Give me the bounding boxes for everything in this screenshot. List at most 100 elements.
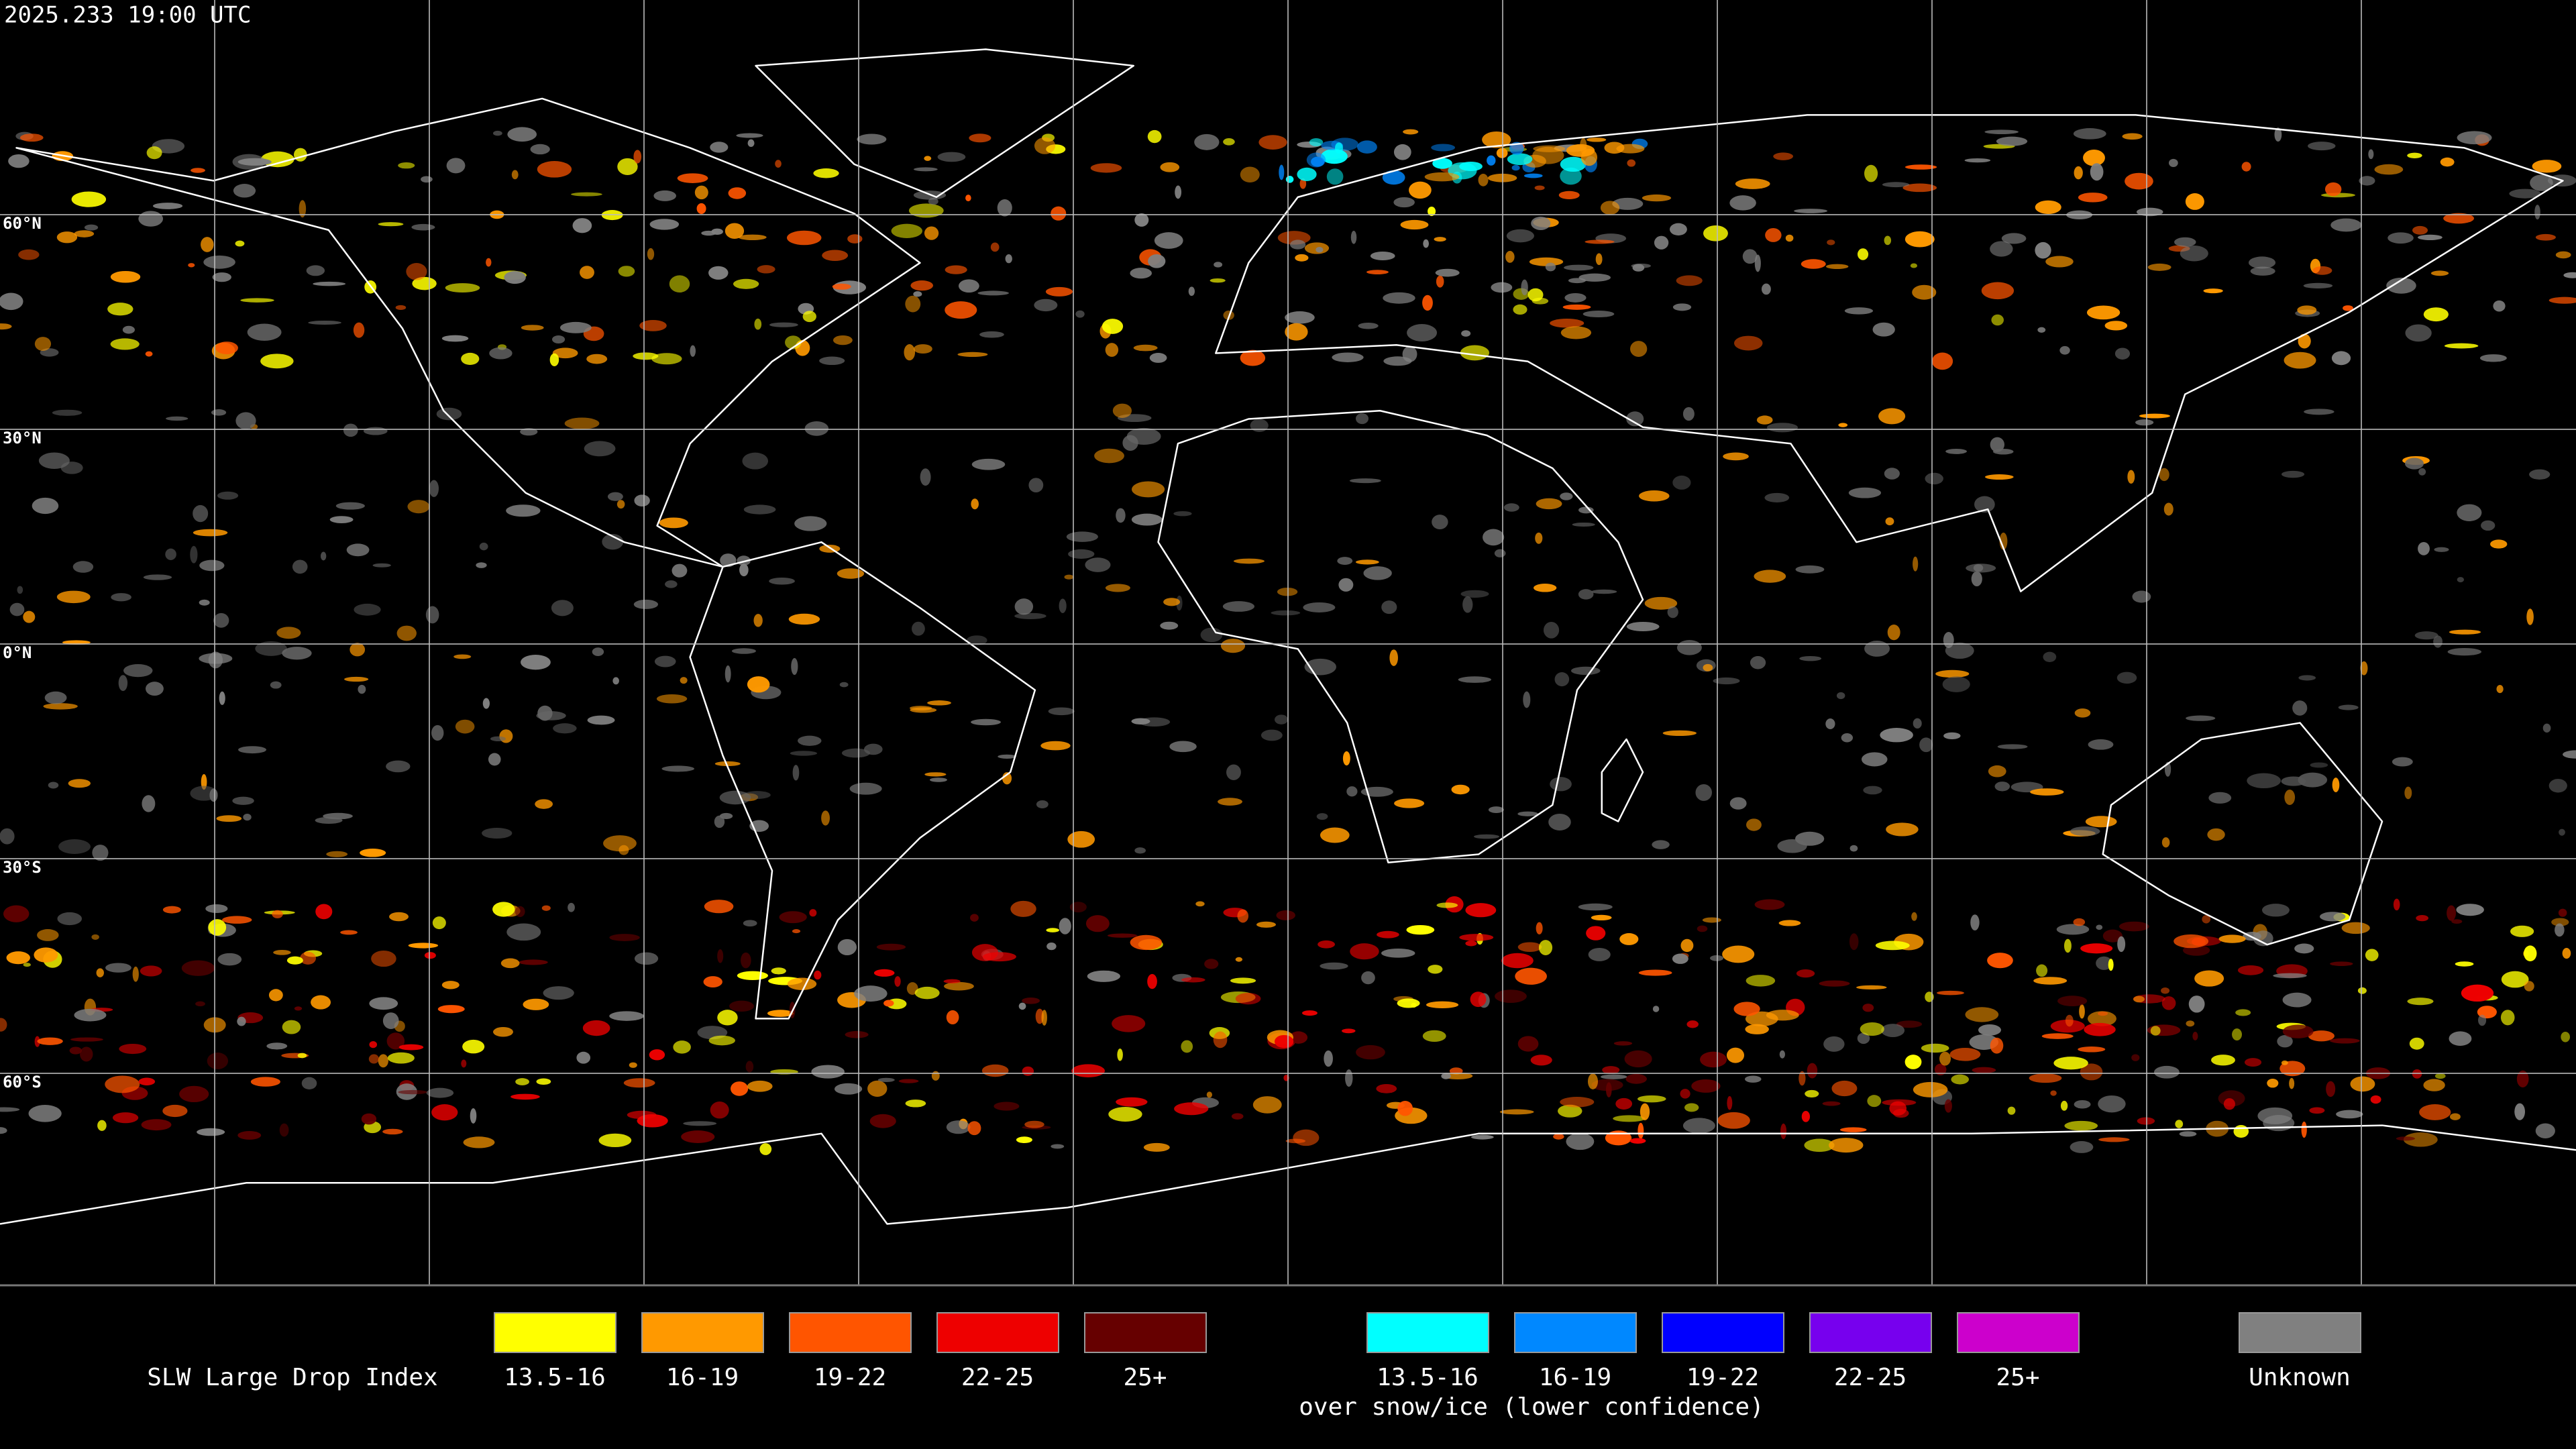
cloud-patch (2326, 1081, 2336, 1097)
cloud-patch (1169, 741, 1197, 753)
cloud-patch (1860, 1022, 1884, 1036)
cloud-patch (1309, 138, 1324, 147)
timestamp: 2025.233 19:00 UTC (4, 2, 251, 29)
cloud-patch (946, 1010, 959, 1025)
cloud-patch (237, 1130, 262, 1140)
cloud-patch (369, 997, 398, 1010)
cloud-patch (731, 1081, 749, 1096)
cloud-patch (747, 139, 755, 147)
cloud-patch (369, 1041, 378, 1049)
cloud-patch (1381, 948, 1415, 958)
cloud-patch (32, 497, 59, 515)
cloud-patch (771, 967, 786, 975)
cloud-patch (1320, 962, 1348, 970)
cloud-patch (809, 909, 817, 917)
cloud-patch (1904, 231, 1935, 248)
cloud-patch (1642, 194, 1672, 202)
cloud-patch (1600, 201, 1620, 215)
cloud-patch (1311, 156, 1325, 167)
cloud-patch (2562, 948, 2571, 959)
cloud-patch (747, 676, 770, 693)
cloud-patch (162, 906, 181, 914)
cloud-patch (188, 263, 195, 268)
cloud-patch (235, 240, 245, 247)
cloud-patch (2407, 152, 2422, 159)
cloud-patch (1105, 343, 1119, 357)
cloud-patch (360, 849, 386, 857)
cloud-patch (425, 606, 439, 624)
cloud-patch (2310, 762, 2328, 768)
cloud-patch (2035, 241, 2051, 259)
cloud-patch (300, 951, 317, 965)
cloud-patch (814, 970, 822, 980)
cloud-patch (1316, 246, 1324, 253)
cloud-patch (711, 228, 723, 235)
cloud-patch (2297, 305, 2317, 315)
cloud-patch (1686, 1020, 1699, 1028)
legend-label: 19-22 (1686, 1364, 1759, 1391)
cloud-patch (2045, 256, 2074, 268)
cloud-patch (1436, 902, 1458, 908)
cloud-patch (1126, 427, 1161, 445)
cloud-patch (2087, 1011, 2116, 1026)
cloud-patch (1521, 279, 1528, 296)
cloud-patch (1939, 1051, 1951, 1066)
cloud-patch (1530, 1055, 1552, 1066)
cloud-patch (845, 1030, 869, 1038)
cloud-patch (203, 255, 235, 269)
cloud-patch (1181, 1040, 1193, 1053)
cloud-patch (84, 224, 99, 231)
cloud-patch (1223, 138, 1235, 146)
cloud-patch (1350, 231, 1357, 244)
cloud-patch (2194, 970, 2224, 987)
cloud-patch (1822, 1101, 1841, 1106)
cloud-patch (398, 162, 415, 169)
cloud-patch (1640, 1103, 1650, 1120)
cloud-patch (112, 1112, 139, 1124)
cloud-patch (2033, 977, 2068, 985)
cloud-patch (1984, 474, 2014, 480)
cloud-patch (2185, 193, 2204, 210)
cloud-patch (945, 265, 967, 274)
cloud-patch (1703, 225, 1728, 241)
cloud-patch (407, 500, 430, 514)
cloud-patch (1188, 286, 1195, 297)
cloud-patch (937, 152, 966, 162)
cloud-patch (2059, 345, 2070, 355)
cloud-patch (521, 654, 551, 670)
cloud-patch (1654, 235, 1669, 250)
cloud-patch (1397, 998, 1420, 1008)
latitude-label: 60°N (3, 214, 42, 233)
cloud-patch (1148, 254, 1166, 268)
cloud-patch (1482, 131, 1511, 148)
cloud-patch (2248, 256, 2276, 269)
cloud-patch (1669, 223, 1687, 236)
cloud-patch (742, 452, 769, 470)
cloud-patch (2211, 1055, 2235, 1066)
cloud-patch (2457, 131, 2492, 145)
cloud-patch (2267, 1078, 2279, 1088)
cloud-patch (1531, 216, 1551, 230)
cloud-patch (1256, 921, 1276, 928)
cloud-patch (2139, 413, 2171, 419)
cloud-patch (1878, 408, 1906, 425)
cloud-patch (395, 305, 407, 311)
cloud-patch (0, 1107, 20, 1112)
cloud-patch (1972, 1067, 1996, 1073)
cloud-patch (2336, 1110, 2363, 1119)
cloud-patch (2430, 270, 2449, 276)
cloud-patch (2104, 321, 2128, 331)
cloud-patch (1131, 718, 1150, 724)
cloud-patch (2116, 672, 2137, 684)
cloud-patch (1087, 970, 1120, 982)
cloud-patch (2207, 828, 2225, 841)
cloud-patch (665, 580, 678, 588)
cloud-patch (268, 989, 283, 1002)
cloud-patch (1564, 264, 1594, 271)
cloud-patch (1849, 845, 1858, 852)
cloud-patch (1591, 914, 1612, 921)
cloud-patch (1733, 1002, 1760, 1016)
cloud-patch (910, 707, 937, 713)
cloud-patch (286, 956, 303, 965)
cloud-patch (1424, 172, 1460, 182)
